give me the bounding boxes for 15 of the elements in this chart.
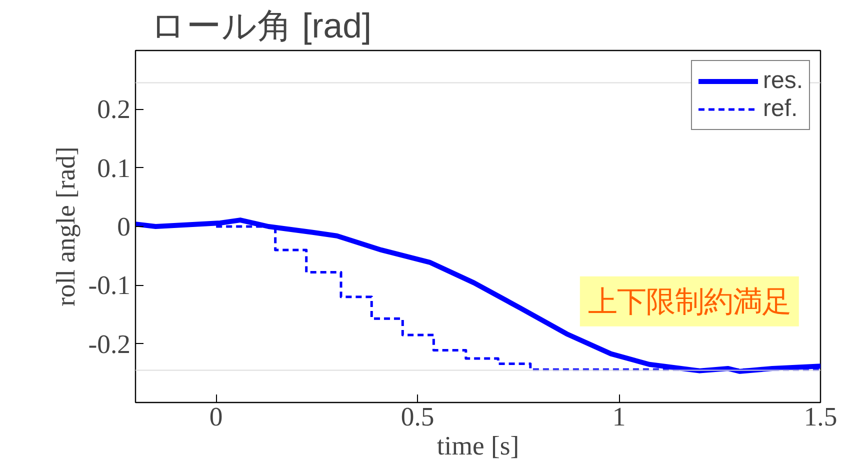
annotation: 上下限制約満足 bbox=[588, 284, 791, 318]
legend-label: res. bbox=[762, 67, 803, 95]
y-tick-label: -0.2 bbox=[88, 328, 131, 359]
x-tick-label: 1.5 bbox=[804, 402, 838, 432]
y-axis-title: roll angle [rad] bbox=[50, 146, 80, 306]
x-tick-label: 0.5 bbox=[400, 402, 434, 432]
chart-title: ロール角 [rad] bbox=[150, 8, 372, 46]
y-tick-label: 0.2 bbox=[97, 94, 131, 124]
y-tick-label: 0 bbox=[117, 212, 130, 242]
x-tick-label: 0 bbox=[209, 402, 223, 432]
x-axis-title: time [s] bbox=[436, 430, 520, 460]
y-tick-label: 0.1 bbox=[97, 152, 131, 183]
legend-label: ref. bbox=[762, 95, 798, 123]
y-tick-label: -0.1 bbox=[88, 270, 131, 300]
x-tick-label: 1 bbox=[612, 402, 626, 432]
